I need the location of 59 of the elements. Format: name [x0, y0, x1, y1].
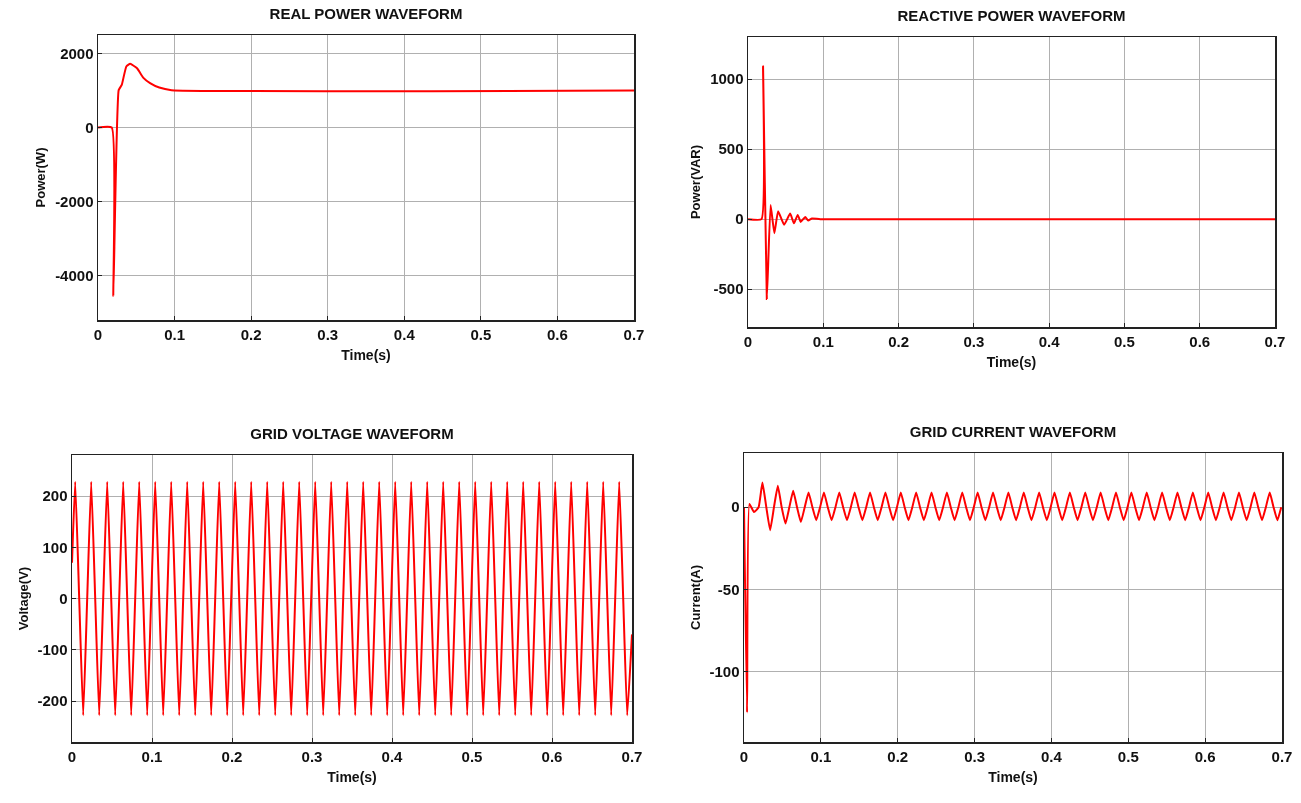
line-series	[98, 62, 634, 297]
y-tick-label: 0	[85, 118, 94, 136]
y-tick-label: -2000	[55, 192, 94, 210]
y-axis-title: Power(VAR)	[688, 144, 704, 220]
x-tick-label: 0.4	[393, 325, 416, 343]
x-tick-label: 0.3	[964, 747, 985, 765]
x-tick-label: 0.1	[164, 325, 185, 343]
chart-title: REAL POWER WAVEFORM	[269, 5, 463, 22]
y-tick-label: 0	[59, 589, 68, 607]
x-tick-label: 0.5	[1117, 747, 1139, 765]
x-tick-label: 0.1	[141, 747, 163, 765]
x-tick-label: 0.2	[221, 747, 243, 765]
x-tick-label: 0.6	[1189, 332, 1211, 350]
y-tick-label: 2000	[60, 44, 94, 62]
x-tick-label: 0.4	[1041, 747, 1063, 765]
x-tick-label: 0.6	[541, 747, 563, 765]
y-tick-label: 200	[42, 487, 68, 505]
x-tick-label: 0.6	[547, 325, 568, 343]
x-tick-label: 0.7	[621, 747, 643, 765]
x-tick-label: 0.5	[461, 747, 483, 765]
y-tick-label: -100	[709, 662, 740, 680]
x-tick-label: 0.6	[1194, 747, 1216, 765]
x-axis-title: Time(s)	[341, 346, 391, 363]
y-tick-label: 0	[735, 210, 744, 228]
y-tick-label: -50	[717, 580, 740, 598]
x-tick-label: 0.2	[887, 747, 909, 765]
x-tick-label: 0.5	[1114, 332, 1135, 350]
y-tick-label: 0	[731, 498, 740, 516]
x-axis-title: Time(s)	[327, 768, 377, 785]
y-tick-label: -4000	[55, 266, 94, 284]
y-tick-label: -100	[37, 641, 68, 658]
x-tick-label: 0.4	[381, 747, 404, 765]
line-series	[72, 480, 632, 717]
x-tick-label: 0.3	[963, 332, 985, 350]
x-tick-label: 0.7	[623, 325, 645, 343]
y-axis-title: Voltage(V)	[15, 566, 31, 631]
chart-title: REACTIVE POWER WAVEFORM	[897, 7, 1126, 24]
x-tick-label: 0.7	[1271, 747, 1293, 765]
x-tick-label: 0.3	[317, 325, 339, 343]
x-tick-label: 0.1	[810, 747, 832, 765]
x-tick-label: 0.4	[1038, 332, 1061, 350]
y-axis-title: Current(A)	[687, 565, 703, 630]
y-tick-label: -200	[37, 692, 68, 710]
x-axis-title: Time(s)	[986, 353, 1037, 370]
x-tick-label: 0.1	[812, 332, 834, 350]
chart-title: GRID VOLTAGE WAVEFORM	[250, 425, 454, 442]
x-axis-title: Time(s)	[988, 768, 1038, 785]
x-tick-label: 0.2	[240, 325, 262, 343]
y-tick-label: 100	[42, 538, 68, 556]
chart-title: GRID CURRENT WAVEFORM	[909, 423, 1117, 440]
x-tick-label: 0.2	[888, 332, 909, 350]
y-tick-label: 500	[718, 140, 744, 158]
y-axis-title: Power(W)	[33, 147, 49, 208]
x-tick-label: 0.5	[470, 325, 492, 343]
y-tick-label: -500	[713, 280, 744, 298]
x-tick-label: 0.7	[1264, 332, 1286, 350]
line-series	[744, 481, 1282, 714]
y-tick-label: 1000	[710, 70, 744, 88]
x-tick-label: 0.3	[301, 747, 323, 765]
